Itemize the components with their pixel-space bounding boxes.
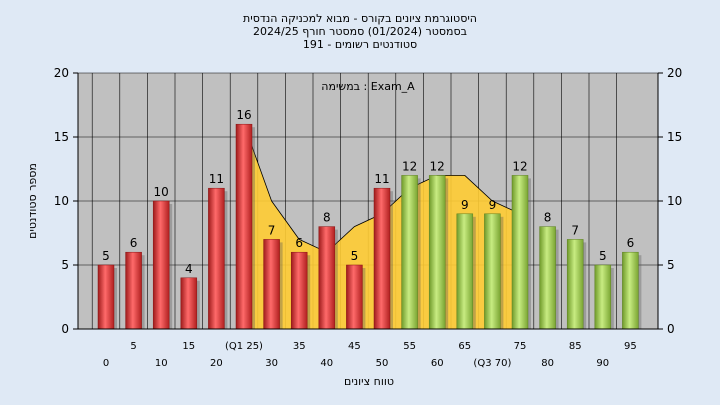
bar-25: [235, 123, 253, 330]
y-axis-label: מספר סטודנטים: [26, 163, 39, 239]
x-tick-label-75: 75: [514, 341, 527, 352]
bar-80: [539, 226, 556, 330]
value-label-30: 7: [268, 223, 276, 237]
y-tick-label-right: 5: [667, 258, 675, 272]
value-labels-layer: 5 6 10 4 11 16 7 6 8 5 11 12 12 9 9 12 8 7 5 6: [102, 108, 634, 276]
x-tick-label-5: 5: [130, 341, 136, 352]
value-label-40: 8: [323, 211, 331, 225]
bar-5: [125, 251, 142, 330]
x-tick-label-40: 40: [320, 358, 333, 369]
y-tick-label-left: 0: [61, 322, 69, 336]
x-tick-label-30: 30: [265, 358, 278, 369]
value-label-35: 6: [295, 236, 303, 250]
x-tick-label-60: 60: [431, 358, 444, 369]
y-axis-left: 0 5 10 15 20: [54, 66, 658, 336]
value-label-50: 11: [374, 172, 389, 186]
value-label-45: 5: [351, 249, 359, 263]
chart-annotation: במשימה : Exam_A: [321, 80, 415, 93]
x-tick-label-55: 55: [403, 341, 416, 352]
value-label-55: 12: [402, 159, 417, 173]
x-tick-label-15: 15: [182, 341, 195, 352]
y-tick-label-right: 0: [667, 322, 675, 336]
bar-35: [290, 251, 308, 330]
x-tick-label-80: 80: [541, 358, 554, 369]
bar-50: [373, 187, 391, 330]
value-label-85: 7: [571, 223, 579, 237]
bar-45: [346, 264, 363, 330]
bar-30: [263, 239, 280, 330]
x-tick-label-65: 65: [458, 341, 471, 352]
bar-55: [401, 175, 418, 330]
y-tick-label-left: 20: [54, 66, 69, 80]
y-tick-label-right: 15: [667, 130, 682, 144]
x-tick-label-90: 90: [596, 358, 609, 369]
chart-title-line-1: היסטוגרמת ציונים בקורס - מבוא למכניקה הנ…: [243, 12, 477, 25]
bar-90: [594, 264, 612, 330]
chart-title-line-2: בסמסטר (01/2024) סמסטר חורף 2024/25: [253, 25, 467, 38]
value-label-65: 9: [461, 198, 469, 212]
bar-0: [97, 264, 115, 330]
chart-title-line-3: 191 - סטודנטים רשומים: [303, 38, 417, 51]
bar-20: [208, 187, 225, 330]
x-tick-label-10: 10: [155, 358, 168, 369]
bar-15: [180, 277, 198, 330]
bar-40: [318, 226, 336, 330]
bar-70: [484, 213, 501, 330]
y-tick-label-right: 20: [667, 66, 682, 80]
bar-75: [511, 175, 529, 330]
y-tick-label-left: 10: [54, 194, 69, 208]
x-tick-label-70: (Q3 70): [473, 358, 511, 369]
x-tick-label-85: 85: [569, 341, 582, 352]
value-label-95: 6: [627, 236, 635, 250]
value-label-75: 12: [512, 159, 527, 173]
value-label-70: 9: [489, 198, 497, 212]
x-tick-label-95: 95: [624, 341, 637, 352]
value-label-10: 10: [154, 185, 169, 199]
x-axis: 0 5 10 15 20(Q1 25)30 35 40 45 50 55 60 65(Q3 70)75…: [103, 341, 637, 369]
bar-10: [152, 200, 170, 330]
x-tick-label-45: 45: [348, 341, 361, 352]
y-tick-label-left: 5: [61, 258, 69, 272]
value-label-60: 12: [430, 159, 445, 173]
x-tick-label-35: 35: [293, 341, 306, 352]
y-axis-right: 0 5 10 15 20: [657, 66, 682, 336]
value-label-20: 11: [209, 172, 224, 186]
value-label-5: 6: [130, 236, 138, 250]
bar-95: [622, 251, 639, 330]
value-label-0: 5: [102, 249, 110, 263]
x-axis-label: טווח ציונים: [344, 375, 394, 388]
y-tick-label-left: 15: [54, 130, 69, 144]
bar-65: [456, 213, 474, 330]
value-label-15: 4: [185, 262, 193, 276]
value-label-80: 8: [544, 211, 552, 225]
value-label-25: 16: [236, 108, 251, 122]
value-label-90: 5: [599, 249, 607, 263]
bar-60: [428, 175, 446, 330]
x-tick-label-20: 20: [210, 358, 223, 369]
x-tick-label-0: 0: [103, 358, 109, 369]
x-tick-label-50: 50: [376, 358, 389, 369]
bars-layer: [97, 123, 642, 330]
bar-85: [566, 239, 584, 330]
x-tick-label-25: (Q1 25): [225, 341, 263, 352]
y-tick-label-right: 10: [667, 194, 682, 208]
